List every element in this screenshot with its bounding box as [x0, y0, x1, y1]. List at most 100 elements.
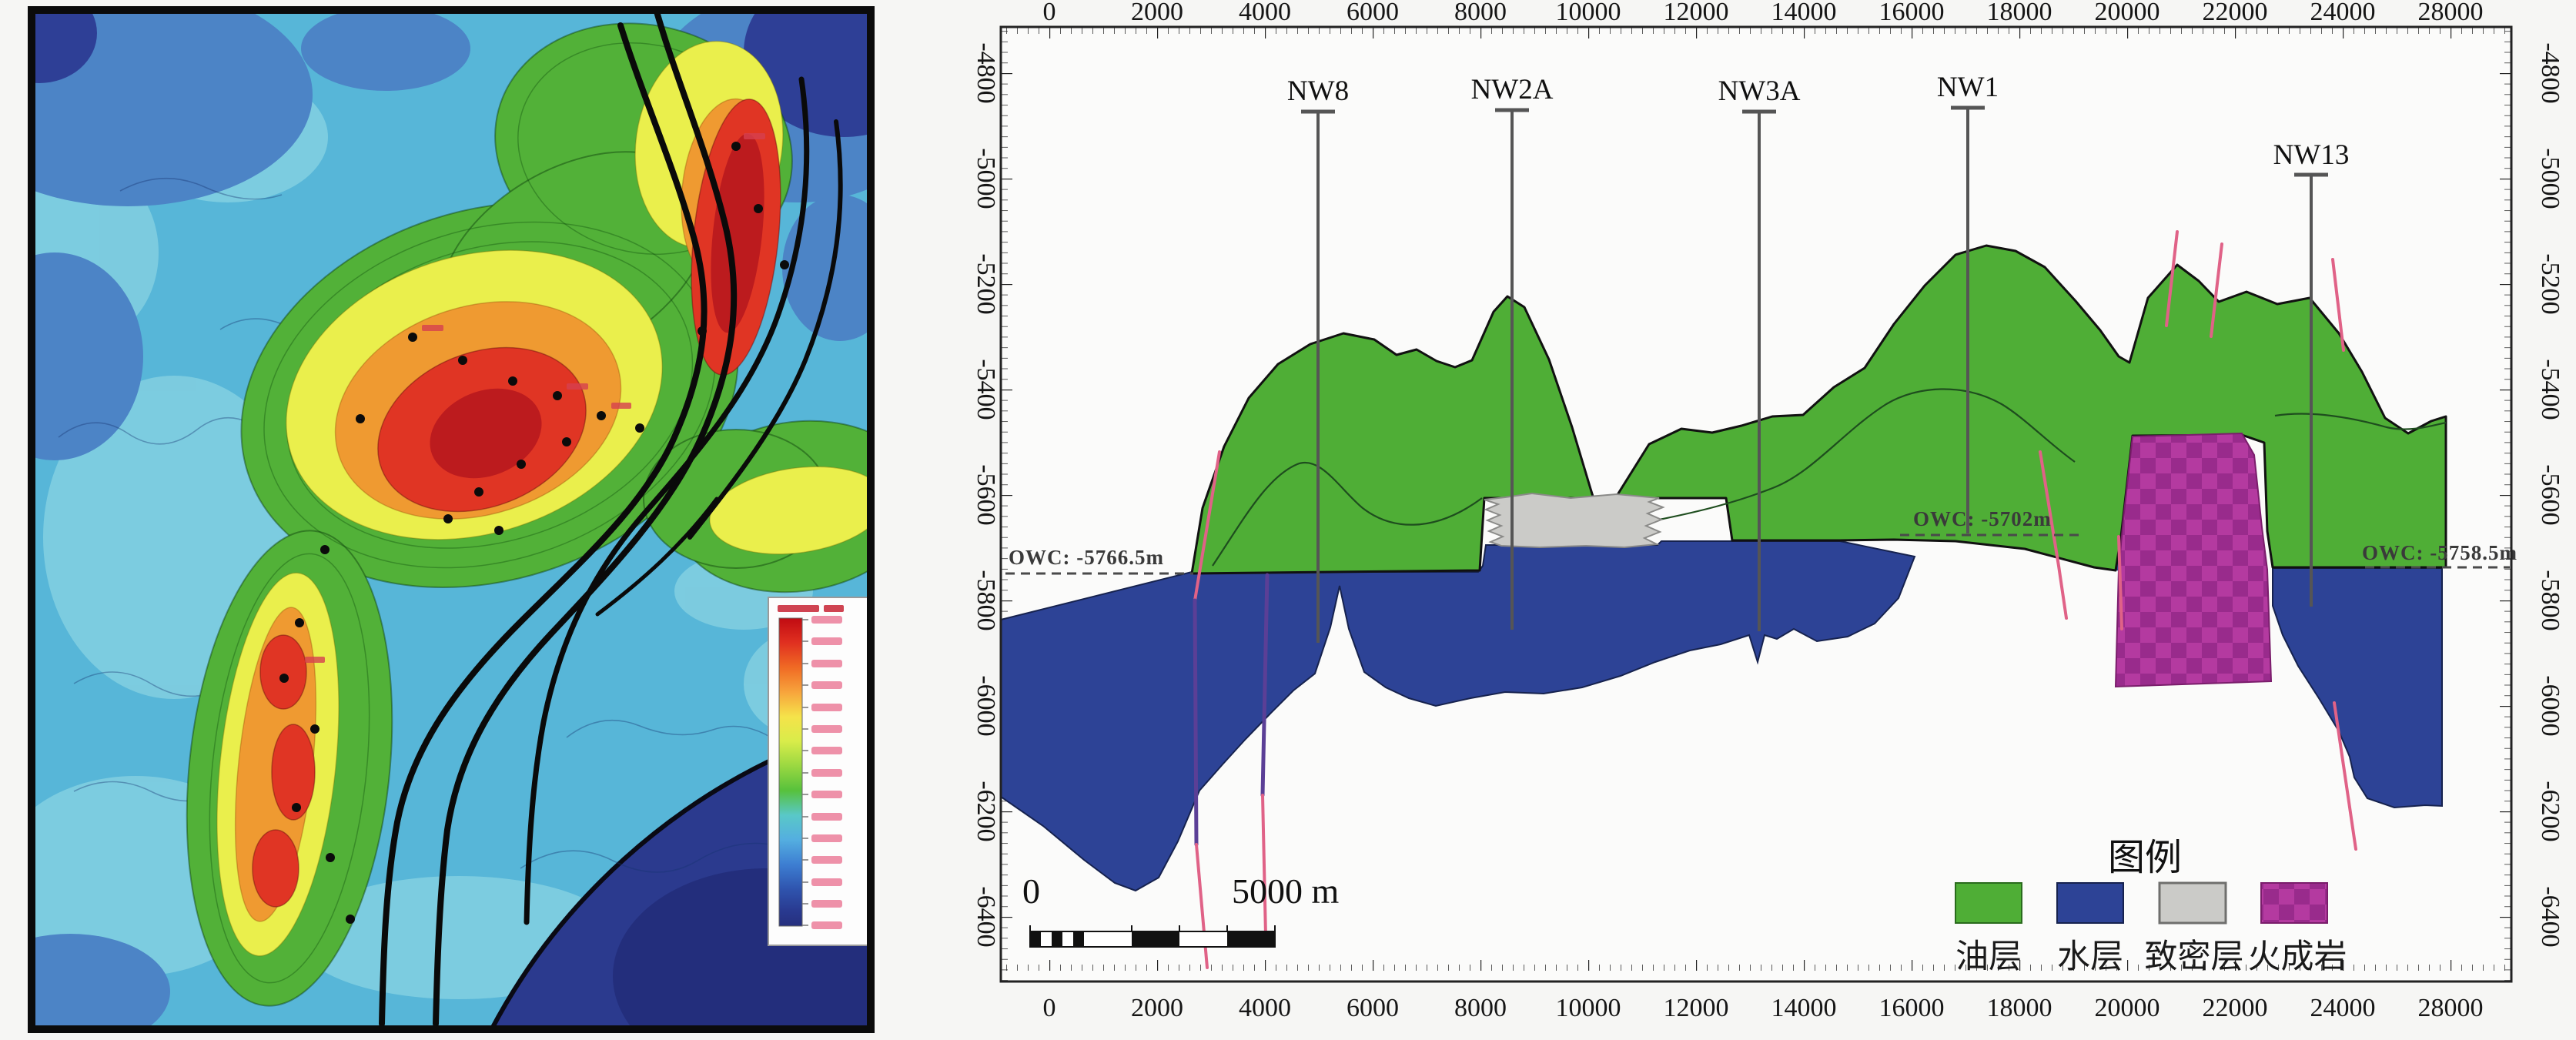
owc-label-right: OWC: -5758.5m: [2362, 541, 2517, 564]
tight-layer-lens: [1484, 492, 1665, 549]
x-axis-top-labels: 0 2000 4000 6000 8000 10000 12000 14000 …: [1043, 0, 2484, 26]
well-label-NW1: NW1: [1937, 72, 1999, 103]
cross-section: OWC: -5766.5m OWC: -5702m OWC: -5758.5m: [972, 0, 2564, 1022]
svg-text:-6000: -6000: [2536, 675, 2564, 736]
svg-text:-5400: -5400: [972, 359, 1000, 420]
svg-text:-4800: -4800: [972, 42, 1000, 103]
legend-swatch-water: [2056, 882, 2124, 924]
structure-map: [0, 0, 944, 1040]
svg-text:-5000: -5000: [972, 148, 1000, 209]
igneous-body: [2114, 432, 2273, 688]
svg-text:-6400: -6400: [2536, 886, 2564, 947]
svg-text:-5600: -5600: [972, 464, 1000, 525]
svg-text:-6000: -6000: [972, 675, 1000, 736]
fault-line: [1261, 794, 1267, 937]
y-axis-right-labels: -4800 -5000 -5200 -5400 -5600 -5800 -600…: [2536, 42, 2564, 947]
svg-text:2000: 2000: [1131, 994, 1183, 1022]
scale-bar-end: 5000 m: [1232, 871, 1340, 911]
map-colorbar-ticks: [802, 619, 808, 926]
svg-text:10000: 10000: [1556, 994, 1621, 1022]
cross-section-panel: OWC: -5766.5m OWC: -5702m OWC: -5758.5m: [955, 0, 2576, 1040]
fault-line: [2333, 701, 2357, 851]
well-label-NW8: NW8: [1287, 75, 1349, 107]
legend-swatch-tight: [2158, 881, 2227, 925]
svg-text:16000: 16000: [1879, 994, 1945, 1022]
fault-line: [2331, 258, 2345, 352]
water-layer-right: [2272, 567, 2443, 809]
svg-text:20000: 20000: [2095, 0, 2160, 26]
legend-label-water: 水层: [2057, 939, 2123, 975]
svg-text:14000: 14000: [1771, 0, 1837, 26]
fault-line: [1193, 450, 1221, 602]
svg-text:12000: 12000: [1664, 0, 1729, 26]
well-label-NW2A: NW2A: [1471, 74, 1554, 105]
well-label-NW13: NW13: [2273, 139, 2350, 171]
legend-label-oil: 油层: [1955, 939, 2022, 975]
legend-swatch-oil: [1955, 882, 2022, 924]
svg-text:24000: 24000: [2310, 0, 2376, 26]
svg-text:4000: 4000: [1239, 0, 1291, 26]
legend-title: 图例: [2108, 838, 2182, 878]
svg-text:22000: 22000: [2203, 0, 2268, 26]
water-layer-left: [1000, 540, 1916, 892]
svg-text:-5800: -5800: [2536, 570, 2564, 630]
svg-text:20000: 20000: [2095, 994, 2160, 1022]
map-colorbar-gradient: [778, 617, 803, 927]
svg-text:14000: 14000: [1771, 994, 1837, 1022]
svg-text:4000: 4000: [1239, 994, 1291, 1022]
svg-text:8000: 8000: [1454, 0, 1507, 26]
well-NW13: [2294, 172, 2328, 607]
svg-text:18000: 18000: [1987, 994, 2052, 1022]
well-NW2A: [1495, 108, 1529, 630]
fault-line: [2210, 242, 2223, 338]
svg-text:8000: 8000: [1454, 994, 1507, 1022]
svg-text:10000: 10000: [1556, 0, 1621, 26]
svg-text:-6400: -6400: [972, 886, 1000, 947]
map-dark-red-core: [430, 133, 764, 479]
owc-label-middle: OWC: -5702m: [1913, 507, 2052, 530]
map-well-dots: [279, 142, 789, 924]
oil-layer-marker-lines: [1212, 388, 2447, 567]
map-well-annotations: [305, 133, 765, 663]
svg-text:0: 0: [1043, 994, 1056, 1022]
svg-text:-6200: -6200: [2536, 781, 2564, 841]
svg-text:-5200: -5200: [972, 253, 1000, 314]
legend-swatch-igneous: [2260, 882, 2328, 924]
well-NW1: [1951, 105, 1985, 533]
legend-label-igneous: 火成岩: [2248, 939, 2347, 975]
map-colorbar: [768, 597, 872, 946]
legend: 图例 油层 水层 致密层 火成岩: [1955, 838, 2347, 975]
map-colorbar-tick-labels: [811, 616, 842, 929]
svg-text:12000: 12000: [1664, 994, 1729, 1022]
owc-label-left: OWC: -5766.5m: [1009, 546, 1164, 569]
svg-text:-5400: -5400: [2536, 359, 2564, 420]
svg-text:6000: 6000: [1347, 0, 1399, 26]
svg-text:-5600: -5600: [2536, 464, 2564, 525]
fault-line: [2039, 450, 2068, 620]
fault-line: [1193, 598, 1199, 847]
fault-line: [2165, 230, 2179, 327]
svg-text:-5200: -5200: [2536, 253, 2564, 314]
svg-text:16000: 16000: [1879, 0, 1945, 26]
svg-text:18000: 18000: [1987, 0, 2052, 26]
svg-text:0: 0: [1043, 0, 1056, 26]
svg-text:22000: 22000: [2203, 994, 2268, 1022]
fault-line: [1260, 573, 1270, 798]
map-border: [28, 6, 875, 1033]
svg-text:2000: 2000: [1131, 0, 1183, 26]
well-NW8: [1301, 109, 1335, 643]
section-frame: [999, 25, 2513, 983]
legend-label-tight: 致密层: [2145, 938, 2244, 975]
y-axis-left-labels: -4800 -5000 -5200 -5400 -5600 -5800 -600…: [972, 42, 1000, 947]
svg-text:-4800: -4800: [2536, 42, 2564, 103]
section-content: OWC: -5766.5m OWC: -5702m OWC: -5758.5m: [1000, 72, 2517, 975]
svg-text:-5800: -5800: [972, 570, 1000, 630]
svg-text:24000: 24000: [2310, 994, 2376, 1022]
well-label-NW3A: NW3A: [1718, 75, 1801, 107]
map-colorbar-title: [778, 605, 819, 612]
svg-text:28000: 28000: [2418, 994, 2484, 1022]
owc-lines: [1005, 533, 2510, 575]
svg-text:28000: 28000: [2418, 0, 2484, 26]
x-axis-bottom-labels: 0 2000 4000 6000 8000 10000 12000 14000 …: [1043, 994, 2484, 1022]
